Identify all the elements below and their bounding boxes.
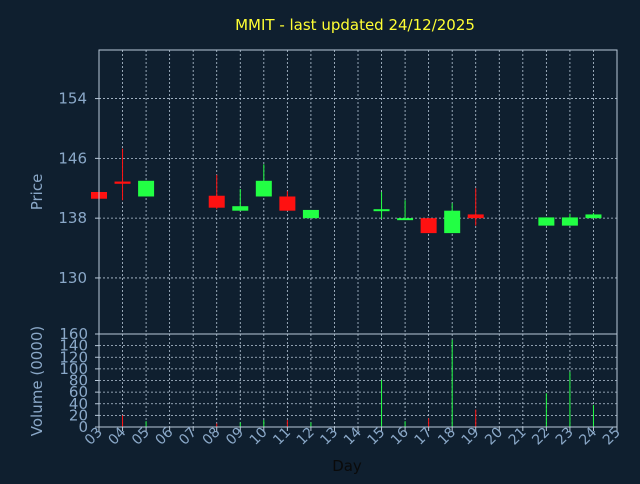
- candle-body: [444, 210, 461, 234]
- candle-body: [232, 206, 249, 211]
- x-axis-label: Day: [332, 457, 362, 475]
- volume-tick-label: 80: [69, 372, 88, 390]
- volume-tick-label: 60: [69, 383, 88, 401]
- candle-body: [561, 217, 578, 226]
- candle-body: [138, 180, 155, 197]
- candle-body: [585, 214, 602, 219]
- volume-tick-label: 120: [59, 348, 88, 366]
- frame-layer: [95, 49, 618, 431]
- volume-tick-label: 160: [59, 325, 88, 343]
- volume-tick-label: 40: [69, 395, 88, 413]
- candle-body: [420, 218, 437, 234]
- price-axis-label: Price: [28, 174, 46, 211]
- price-tick-label: 130: [58, 269, 87, 287]
- candle-body: [255, 180, 272, 197]
- volume-tick-label: 140: [59, 337, 88, 355]
- candle-body: [373, 209, 390, 212]
- marks-layer: [91, 148, 602, 427]
- candle-body: [538, 217, 555, 226]
- price-tick-label: 146: [58, 149, 87, 167]
- volume-tick-label: 20: [69, 406, 88, 424]
- candle-body: [114, 181, 131, 184]
- chart-title: MMIT - last updated 24/12/2025: [235, 16, 475, 34]
- price-tick-label: 154: [58, 90, 87, 108]
- candle-body: [279, 196, 296, 211]
- volume-tick-label: 0: [78, 418, 88, 436]
- candle-body: [397, 218, 414, 221]
- volume-axis-label: Volume (0000): [28, 326, 46, 436]
- price-tick-label: 138: [58, 209, 87, 227]
- candle-body: [208, 195, 225, 208]
- candle-body: [467, 214, 484, 219]
- grid-layer: [98, 50, 618, 428]
- candle-body: [302, 209, 319, 219]
- volume-tick-label: 100: [59, 360, 88, 378]
